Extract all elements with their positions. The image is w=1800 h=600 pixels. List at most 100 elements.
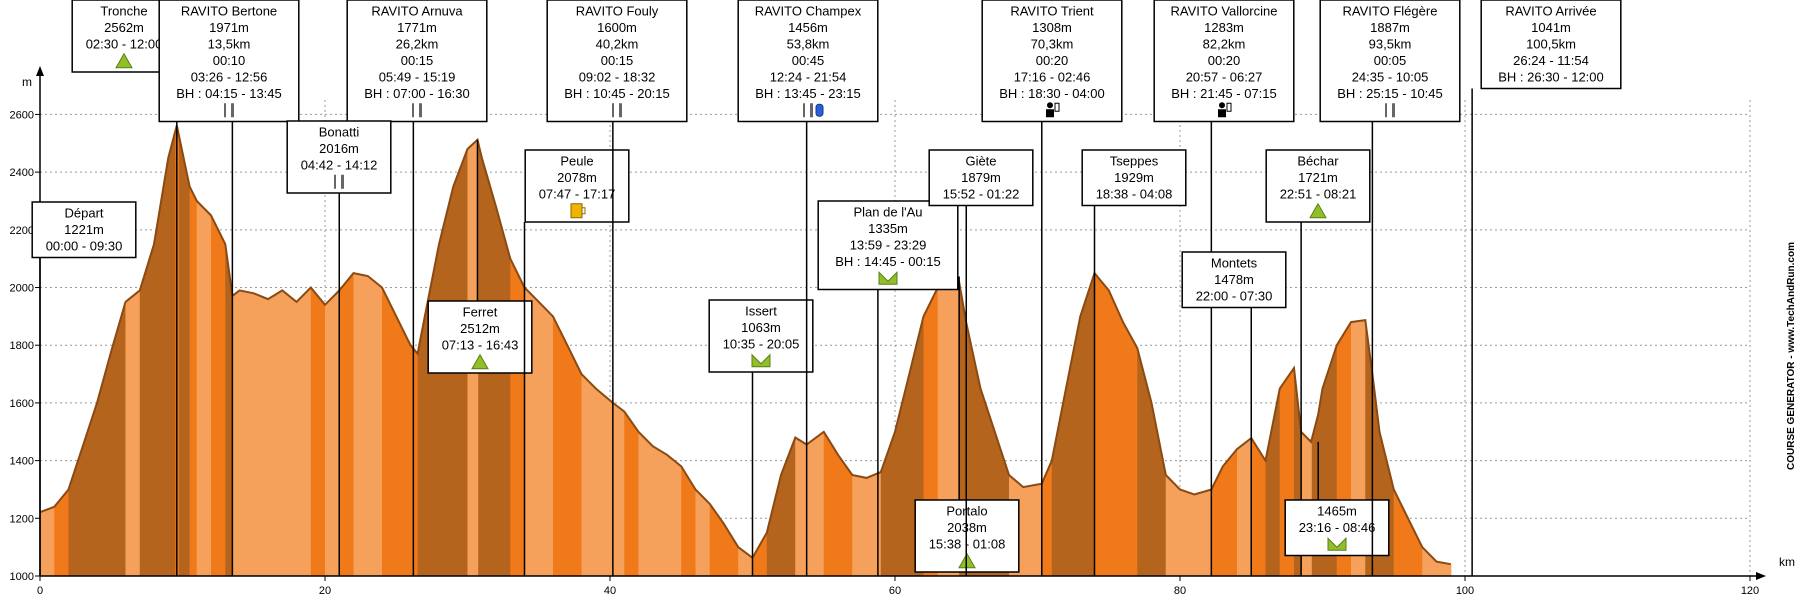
profile-segment — [250, 292, 255, 576]
waypoint-text: RAVITO Arnuva — [371, 4, 463, 19]
waypoint-text: RAVITO Arrivée — [1505, 4, 1596, 19]
profile-segment — [129, 296, 134, 576]
cup-handle — [581, 207, 586, 215]
waypoint-text: 00:10 — [213, 53, 246, 68]
waypoint-text: 07:13 - 16:43 — [442, 338, 519, 353]
profile-segment — [1233, 449, 1238, 576]
profile-segment — [385, 294, 390, 576]
profile-segment — [161, 179, 166, 577]
profile-segment — [414, 349, 419, 576]
waypoint-text: 05:49 - 15:19 — [379, 70, 456, 85]
profile-segment — [1051, 442, 1056, 576]
waypoint-text: Béchar — [1297, 154, 1339, 169]
profile-segment — [72, 467, 77, 576]
y-tick-label: 1600 — [10, 398, 34, 410]
profile-segment — [367, 275, 372, 576]
profile-segment — [449, 186, 454, 576]
waypoint-text: 17:16 - 02:46 — [1014, 70, 1091, 85]
waypoint-box — [546, 0, 688, 123]
y-tick-label: 2400 — [10, 167, 34, 179]
waypoint-box — [1284, 499, 1390, 557]
profile-segment — [720, 519, 725, 576]
profile-segment — [1408, 518, 1413, 576]
profile-segment — [496, 206, 501, 577]
profile-segment — [1258, 449, 1263, 576]
profile-segment — [649, 442, 654, 576]
fork-prong — [412, 103, 414, 118]
profile-segment — [118, 314, 123, 576]
waypoint-text: BH : 18:30 - 04:00 — [999, 86, 1105, 101]
fork-prong — [224, 103, 226, 118]
waypoint-text: 09:02 - 18:32 — [579, 70, 656, 85]
profile-segment — [763, 532, 768, 576]
profile-segment — [1037, 483, 1042, 576]
profile-segment — [1229, 453, 1235, 576]
waypoint-text: 13,5km — [208, 37, 251, 52]
waypoint-text: Départ — [64, 206, 103, 221]
profile-segment — [1187, 491, 1192, 576]
waypoint-text: RAVITO Vallorcine — [1171, 4, 1278, 19]
waypoint-box — [31, 201, 137, 259]
profile-segment — [442, 215, 447, 577]
waypoint-text: 100,5km — [1526, 37, 1576, 52]
profile-segment — [40, 510, 45, 576]
profile-segment — [1272, 406, 1277, 576]
profile-segment — [1147, 389, 1153, 576]
profile-segment — [154, 222, 159, 576]
waypoint-box — [708, 299, 814, 373]
waypoint-text: 04:42 - 14:12 — [301, 158, 378, 173]
fork-knife-icon — [612, 103, 622, 118]
profile-segment — [1130, 335, 1135, 576]
profile-segment — [891, 431, 896, 576]
waypoint-text: BH : 04:15 - 13:45 — [176, 86, 282, 101]
profile-segment — [349, 273, 355, 576]
profile-segment — [724, 524, 729, 576]
waypoint-text: 1063m — [741, 320, 781, 335]
profile-segment — [905, 374, 910, 576]
waypoint-text: RAVITO Fouly — [576, 4, 659, 19]
y-tick-label: 1200 — [10, 513, 34, 525]
profile-segment — [271, 294, 276, 576]
fork-prong — [612, 103, 614, 118]
profile-segment — [1219, 466, 1224, 576]
profile-segment — [816, 434, 821, 576]
waypoint-box — [817, 200, 959, 291]
waypoint-text: BH : 21:45 - 07:15 — [1171, 86, 1277, 101]
profile-segment — [79, 446, 84, 576]
profile-segment — [421, 316, 426, 576]
profile-segment — [1048, 460, 1053, 576]
waypoint-text: RAVITO Flégère — [1343, 4, 1438, 19]
profile-segment — [1026, 485, 1031, 576]
profile-segment — [1429, 554, 1434, 576]
profile-segment — [1244, 440, 1249, 576]
summit-icon — [115, 52, 133, 69]
profile-segment — [268, 296, 273, 576]
profile-segment — [553, 316, 558, 576]
profile-segment — [446, 200, 451, 576]
waypoint-text: 10:35 - 20:05 — [723, 337, 800, 352]
profile-segment — [1190, 493, 1195, 576]
waypoint-text: Issert — [745, 304, 777, 319]
profile-segment — [111, 338, 116, 576]
profile-segment — [1279, 383, 1284, 576]
profile-segment — [595, 388, 600, 576]
profile-segment — [235, 290, 241, 576]
waypoint-text: 1771m — [397, 20, 437, 35]
profile-segment — [164, 157, 169, 577]
profile-segment — [777, 475, 782, 576]
profile-segment — [788, 446, 793, 576]
profile-segment — [82, 435, 87, 576]
waypoint-text: Montets — [1211, 256, 1258, 271]
profile-segment — [57, 498, 62, 576]
summit-icon — [471, 353, 489, 370]
valley-icon — [1327, 537, 1347, 551]
profile-segment — [225, 244, 230, 576]
waypoint-text: 00:45 — [792, 53, 825, 68]
profile-segment — [645, 438, 650, 576]
profile-segment — [563, 338, 568, 576]
profile-segment — [791, 437, 796, 576]
